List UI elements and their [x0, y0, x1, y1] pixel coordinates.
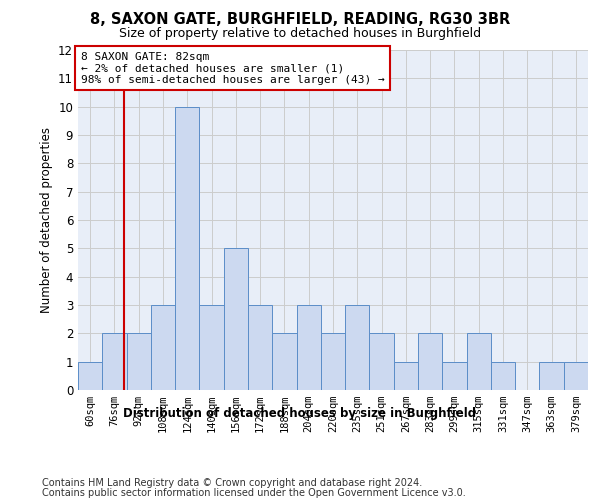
Bar: [539, 362, 564, 390]
Bar: [418, 334, 442, 390]
Bar: [224, 248, 248, 390]
Bar: [78, 362, 102, 390]
Text: Distribution of detached houses by size in Burghfield: Distribution of detached houses by size …: [124, 408, 476, 420]
Bar: [491, 362, 515, 390]
Text: Size of property relative to detached houses in Burghfield: Size of property relative to detached ho…: [119, 28, 481, 40]
Bar: [345, 305, 370, 390]
Text: 8 SAXON GATE: 82sqm
← 2% of detached houses are smaller (1)
98% of semi-detached: 8 SAXON GATE: 82sqm ← 2% of detached hou…: [80, 52, 385, 85]
Bar: [199, 305, 224, 390]
Bar: [248, 305, 272, 390]
Bar: [394, 362, 418, 390]
Bar: [127, 334, 151, 390]
Bar: [151, 305, 175, 390]
Text: Contains HM Land Registry data © Crown copyright and database right 2024.: Contains HM Land Registry data © Crown c…: [42, 478, 422, 488]
Bar: [102, 334, 127, 390]
Y-axis label: Number of detached properties: Number of detached properties: [40, 127, 53, 313]
Bar: [442, 362, 467, 390]
Bar: [296, 305, 321, 390]
Text: 8, SAXON GATE, BURGHFIELD, READING, RG30 3BR: 8, SAXON GATE, BURGHFIELD, READING, RG30…: [90, 12, 510, 28]
Bar: [321, 334, 345, 390]
Bar: [467, 334, 491, 390]
Bar: [564, 362, 588, 390]
Bar: [272, 334, 296, 390]
Text: Contains public sector information licensed under the Open Government Licence v3: Contains public sector information licen…: [42, 488, 466, 498]
Bar: [175, 106, 199, 390]
Bar: [370, 334, 394, 390]
